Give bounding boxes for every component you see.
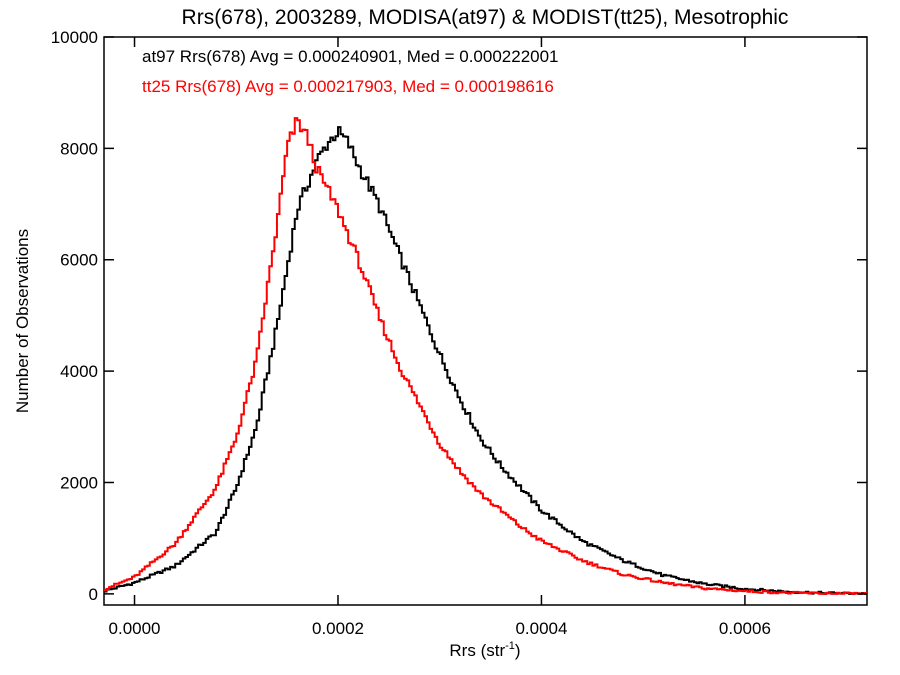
x-tick-label: 0.0002 (312, 619, 364, 638)
y-tick-label: 8000 (60, 139, 98, 158)
x-axis-ticks: 0.0000 0.0002 0.0004 0.0006 (109, 37, 771, 638)
plot-frame (103, 36, 868, 606)
y-tick-label: 10000 (51, 28, 98, 47)
plot-area: 0.0000 0.0002 0.0004 0.0006 0 2000 4000 6000 80… (51, 28, 868, 638)
x-axis-label-end: ) (515, 641, 521, 660)
series-annotation-at97: at97 Rrs(678) Avg = 0.000240901, Med = 0… (142, 47, 559, 66)
series-line-at97 (104, 126, 867, 595)
x-tick-label: 0.0004 (515, 619, 567, 638)
x-tick-label: 0.0006 (719, 619, 771, 638)
x-axis-label: Rrs (str-1) (449, 640, 520, 660)
series-layer (104, 117, 867, 595)
x-axis-label-main: Rrs (str (449, 641, 505, 660)
series-line-tt25 (104, 117, 867, 595)
y-axis-label: Number of Observations (13, 229, 32, 413)
y-tick-label: 6000 (60, 251, 98, 270)
series-annotation-tt25: tt25 Rrs(678) Avg = 0.000217903, Med = 0… (142, 77, 554, 96)
chart-title: Rrs(678), 2003289, MODISA(at97) & MODIST… (182, 6, 789, 29)
y-tick-label: 2000 (60, 473, 98, 492)
x-tick-label: 0.0000 (109, 619, 161, 638)
y-tick-label: 0 (89, 585, 98, 604)
y-tick-label: 4000 (60, 362, 98, 381)
y-axis-ticks: 0 2000 4000 6000 8000 10000 (51, 28, 867, 604)
x-axis-label-superscript: -1 (505, 640, 515, 652)
